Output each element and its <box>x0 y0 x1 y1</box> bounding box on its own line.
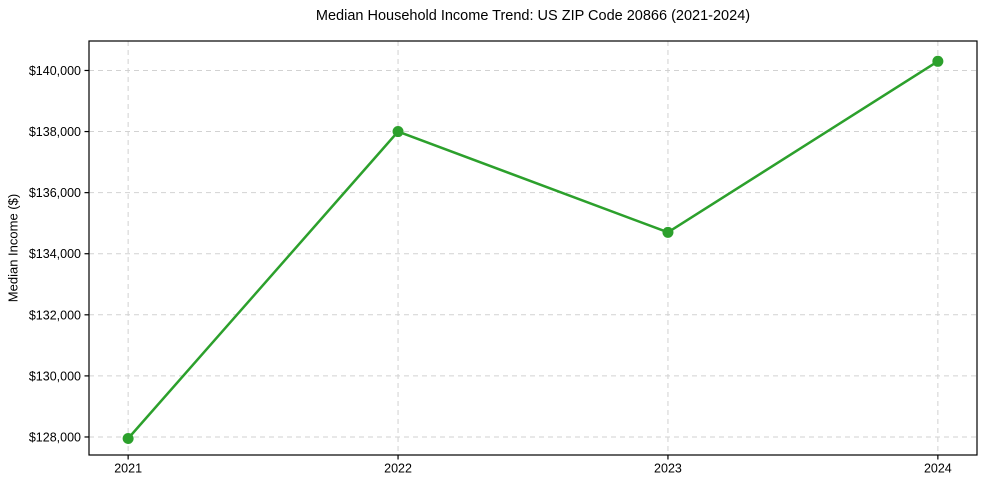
data-point-2024 <box>932 55 944 67</box>
y-tick-label: $136,000 <box>29 186 81 200</box>
data-point-2023 <box>662 226 674 238</box>
y-tick-label: $130,000 <box>29 369 81 383</box>
x-tick-label: 2022 <box>384 462 412 476</box>
data-point-2021 <box>122 433 134 445</box>
y-tick-label: $128,000 <box>29 430 81 444</box>
data-point-2022 <box>392 126 404 138</box>
x-tick-label: 2024 <box>924 462 952 476</box>
chart-title: Median Household Income Trend: US ZIP Co… <box>315 8 751 24</box>
y-tick-label: $134,000 <box>29 247 81 261</box>
y-tick-label: $138,000 <box>29 125 81 139</box>
plot-border <box>88 40 978 456</box>
trend-line <box>126 60 940 440</box>
x-tick-label: 2021 <box>114 462 142 476</box>
y-tick-label: $140,000 <box>29 64 81 78</box>
y-tick-label: $132,000 <box>29 308 81 322</box>
x-tick-label: 2023 <box>654 462 682 476</box>
